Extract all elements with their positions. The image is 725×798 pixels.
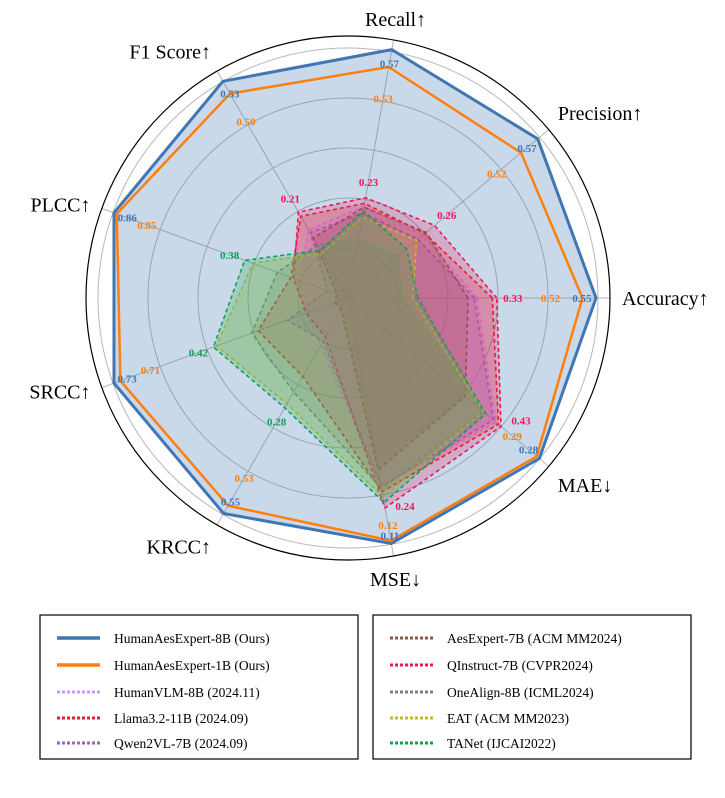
series-polygon-7 bbox=[251, 238, 485, 490]
legend-entry: Qwen2VL-7B (2024.09) bbox=[114, 736, 247, 751]
data-label: 0.55 bbox=[572, 293, 592, 305]
legend-entry: HumanVLM-8B (2024.11) bbox=[114, 685, 260, 700]
series-polygon-9 bbox=[212, 210, 487, 504]
data-label: 0.52 bbox=[541, 293, 561, 305]
radar-grid bbox=[85, 35, 611, 561]
legend-entry: HumanAesExpert-8B (Ours) bbox=[114, 631, 270, 646]
series-polygon-4 bbox=[286, 212, 495, 488]
legend: HumanAesExpert-8B (Ours) HumanAesExpert-1… bbox=[39, 614, 692, 760]
data-label: 0.53 bbox=[220, 88, 240, 100]
data-label: 0.21 bbox=[281, 193, 300, 205]
axis-label: Precision↑ bbox=[558, 103, 642, 125]
data-label: 0.26 bbox=[437, 210, 457, 222]
axis-spoke bbox=[347, 297, 394, 557]
axis-spoke bbox=[347, 297, 550, 467]
axis-label: PLCC↑ bbox=[30, 194, 90, 216]
axis-label: SRCC↑ bbox=[29, 382, 90, 404]
axis-labels: Accuracy↑ Precision↑ Recall↑ F1 Score↑ PLCC↑… bbox=[29, 9, 708, 591]
axis-spoke bbox=[101, 297, 349, 389]
data-label: 0.50 bbox=[236, 116, 256, 128]
series-polygon-1 bbox=[115, 65, 584, 542]
data-label: 0.42 bbox=[189, 347, 209, 359]
legend-entry: OneAlign-8B (ICML2024) bbox=[447, 685, 594, 700]
data-label: 0.29 bbox=[503, 431, 523, 443]
data-labels: 0.55 0.57 0.57 0.53 0.86 0.73 0.55 0.11 0.28 0.52… bbox=[118, 58, 593, 542]
data-label: 0.57 bbox=[380, 58, 400, 70]
data-label: 0.53 bbox=[374, 94, 394, 106]
series-polygon-0 bbox=[112, 48, 598, 545]
data-label: 0.24 bbox=[395, 501, 415, 513]
data-label: 0.23 bbox=[359, 177, 379, 189]
axis-label: KRCC↑ bbox=[147, 536, 211, 558]
outer-frame bbox=[85, 35, 611, 561]
axis-label: F1 Score↑ bbox=[129, 42, 211, 64]
data-label: 0.43 bbox=[511, 415, 531, 427]
data-label: 0.38 bbox=[220, 250, 240, 262]
data-label: 0.85 bbox=[137, 220, 157, 232]
data-label: 0.55 bbox=[221, 496, 241, 508]
legend-entry: QInstruct-7B (CVPR2024) bbox=[447, 658, 593, 673]
legend-entry: AesExpert-7B (ACM MM2024) bbox=[447, 631, 622, 646]
axis-spoke bbox=[101, 207, 349, 299]
legend-entry: EAT (ACM MM2023) bbox=[447, 711, 569, 726]
data-label: 0.52 bbox=[487, 168, 507, 180]
axis-spoke bbox=[216, 297, 349, 526]
data-label: 0.73 bbox=[118, 373, 138, 385]
legend-entry: HumanAesExpert-1B (Ours) bbox=[114, 658, 270, 673]
data-label: 0.28 bbox=[519, 444, 539, 456]
data-label: 0.12 bbox=[378, 520, 398, 532]
data-label: 0.86 bbox=[118, 213, 138, 225]
axis-label: Recall↑ bbox=[365, 9, 426, 31]
series-polygon-5 bbox=[312, 206, 469, 471]
axis-spoke bbox=[347, 39, 394, 299]
legend-entry: TANet (IJCAI2022) bbox=[447, 736, 556, 751]
data-label: 0.11 bbox=[381, 531, 400, 543]
data-label: 0.53 bbox=[234, 473, 254, 485]
data-label: 0.71 bbox=[141, 365, 160, 377]
series-polygon-8 bbox=[215, 216, 485, 498]
data-label: 0.33 bbox=[503, 293, 523, 305]
legend-entry: Llama3.2-11B (2024.09) bbox=[114, 711, 248, 726]
axis-spoke bbox=[216, 70, 349, 299]
data-label: 0.28 bbox=[267, 417, 287, 429]
axis-label: Accuracy↑ bbox=[622, 288, 709, 310]
axis-label: MAE↓ bbox=[558, 475, 612, 497]
data-label: 0.57 bbox=[517, 143, 537, 155]
axis-label: MSE↓ bbox=[370, 569, 421, 591]
series-polygon-6 bbox=[292, 197, 502, 509]
axis-spoke bbox=[347, 129, 550, 299]
series-polygons bbox=[112, 48, 598, 545]
